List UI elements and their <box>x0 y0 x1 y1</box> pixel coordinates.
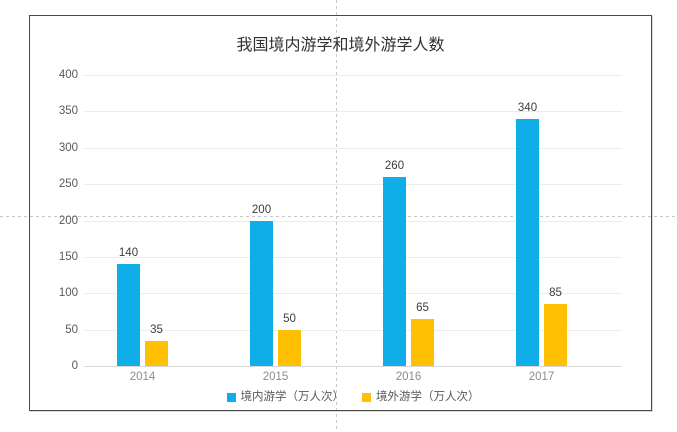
gridline <box>84 220 622 222</box>
gridline <box>84 147 622 149</box>
bar-overseas[interactable] <box>145 340 168 366</box>
y-axis-tick-label: 350 <box>58 105 78 118</box>
gridline <box>84 256 622 258</box>
y-axis-tick-label: 300 <box>58 141 78 154</box>
legend-swatch <box>362 392 371 402</box>
chart-title[interactable]: 我国境内游学和境外游学人数 <box>236 37 445 54</box>
y-axis-tick-label: 50 <box>65 323 78 336</box>
legend-swatch <box>226 392 236 402</box>
y-axis-tick-label: 400 <box>58 69 78 81</box>
y-axis-tick-label: 100 <box>58 287 78 300</box>
bar-domestic[interactable] <box>516 118 539 366</box>
y-axis-tick-label: 200 <box>58 214 78 227</box>
x-axis-category-label: 2017 <box>528 371 555 383</box>
y-axis-tick-label: 250 <box>58 178 78 191</box>
legend-label: 境外游学（万人次） <box>376 391 480 403</box>
data-label: 140 <box>118 247 139 260</box>
gridline <box>84 329 622 331</box>
legend-item[interactable]: 境内游学（万人次） <box>226 390 345 404</box>
bar-overseas[interactable] <box>411 318 434 366</box>
alignment-guide-horizontal[interactable] <box>0 216 677 217</box>
data-label: 85 <box>549 287 562 300</box>
data-label: 35 <box>150 323 163 336</box>
x-axis-category-label: 2015 <box>262 371 289 383</box>
gridline <box>84 75 622 76</box>
y-axis-tick-label: 150 <box>58 250 78 263</box>
gridline <box>84 184 622 186</box>
alignment-guide-vertical[interactable] <box>336 0 337 432</box>
gridline <box>84 111 622 113</box>
chart-legend: 境内游学（万人次） 境外游学（万人次） <box>84 390 622 404</box>
bar-domestic[interactable] <box>250 220 273 366</box>
x-axis-category-label: 2014 <box>129 371 156 383</box>
y-axis-tick-label: 0 <box>71 360 78 372</box>
bar-domestic[interactable] <box>117 264 140 366</box>
data-label: 200 <box>251 203 272 216</box>
x-axis-category-label: 2016 <box>395 371 422 383</box>
bar-overseas[interactable] <box>544 304 567 366</box>
bar-domestic[interactable] <box>383 176 406 366</box>
gridline <box>84 293 622 295</box>
x-axis-line <box>84 366 622 367</box>
data-label: 50 <box>283 312 296 325</box>
bar-overseas[interactable] <box>278 329 301 366</box>
legend-label: 境内游学（万人次） <box>240 391 345 403</box>
data-label: 65 <box>416 301 429 314</box>
data-label: 260 <box>384 159 405 172</box>
legend-item[interactable]: 境外游学（万人次） <box>362 390 480 404</box>
data-label: 340 <box>517 101 538 114</box>
